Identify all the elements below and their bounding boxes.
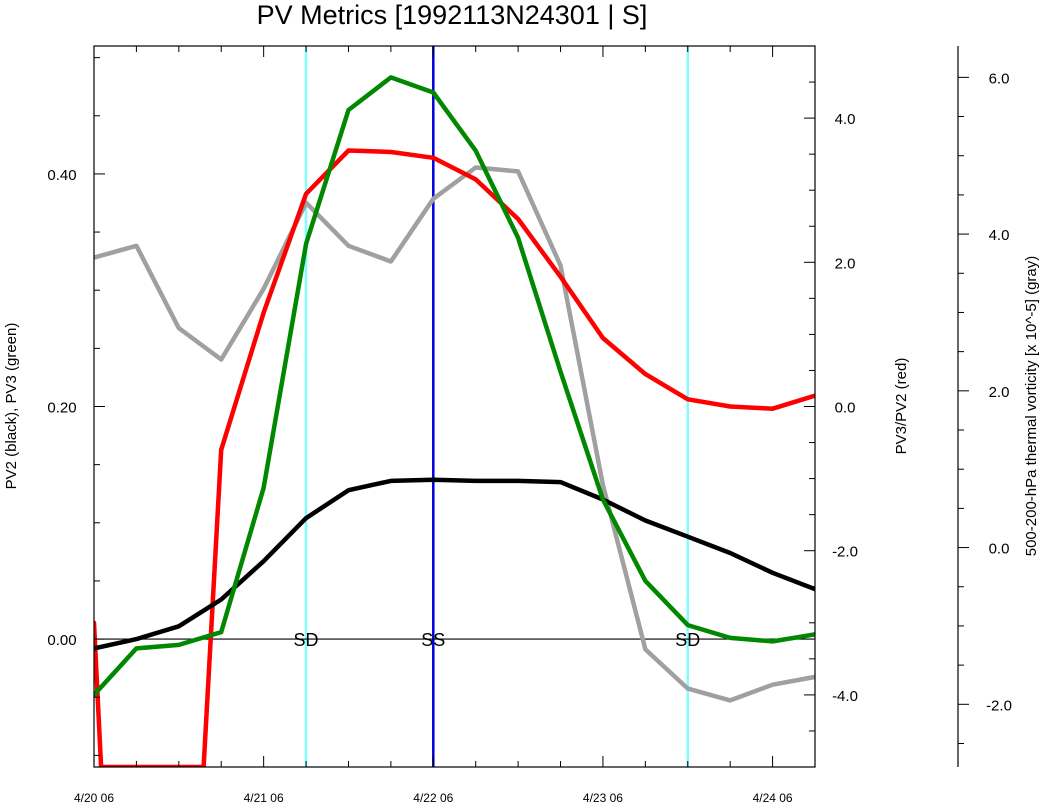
event-label-0: SD — [294, 630, 319, 650]
x-tick-label: 4/22 06 — [413, 791, 453, 805]
left-tick-label: 0.00 — [47, 632, 76, 649]
series-line-3 — [94, 165, 815, 703]
right2-tick-label: 2.0 — [989, 384, 1010, 401]
right1-tick-label: -2.0 — [832, 544, 858, 561]
left-axis-label: PV2 (black), PV3 (green) — [3, 323, 20, 490]
series-line-2 — [94, 148, 815, 767]
series-line-1 — [94, 75, 815, 698]
right1-axis-ticks: -4.0 -2.0 0.0 2.0 4.0 — [804, 81, 858, 732]
x-tick-label: 4/20 06 — [74, 791, 114, 805]
right2-tick-label: 4.0 — [989, 227, 1010, 244]
event-label-1: SS — [421, 630, 445, 650]
left-tick-label: 0.40 — [47, 167, 76, 184]
right2-tick-label: 6.0 — [989, 70, 1010, 87]
left-axis-ticks: 0.00 0.20 0.40 — [47, 57, 105, 756]
right2-axis-label: 500-200-hPa thermal vorticity [x 10^-5] … — [1023, 256, 1040, 557]
right2-tick-label: -2.0 — [986, 697, 1012, 714]
right2-tick-label: 0.0 — [989, 541, 1010, 558]
right1-tick-label: 4.0 — [835, 111, 856, 128]
x-axis-ticks: 4/20 06 4/21 06 4/22 06 4/23 06 4/24 06 — [74, 46, 816, 805]
right2-axis-ticks: -2.0 0.0 2.0 4.0 6.0 — [958, 70, 1012, 744]
event-label-2: SD — [675, 630, 700, 650]
x-tick-label: 4/24 06 — [753, 791, 793, 805]
left-tick-label: 0.20 — [47, 400, 76, 417]
x-tick-label: 4/21 06 — [244, 791, 284, 805]
x-tick-label: 4/23 06 — [583, 791, 623, 805]
right1-tick-label: 2.0 — [835, 255, 856, 272]
right1-tick-label: 0.0 — [835, 400, 856, 417]
plot-frame — [93, 45, 816, 768]
event-lines — [304, 46, 690, 767]
right1-tick-label: -4.0 — [832, 688, 858, 705]
right1-axis-label: PV3/PV2 (red) — [893, 358, 910, 455]
series-layer — [94, 75, 815, 767]
event-labels: SD SS SD — [294, 630, 701, 650]
chart-title: PV Metrics [1992113N24301 | S] — [257, 0, 648, 30]
series-line-0 — [94, 477, 815, 651]
